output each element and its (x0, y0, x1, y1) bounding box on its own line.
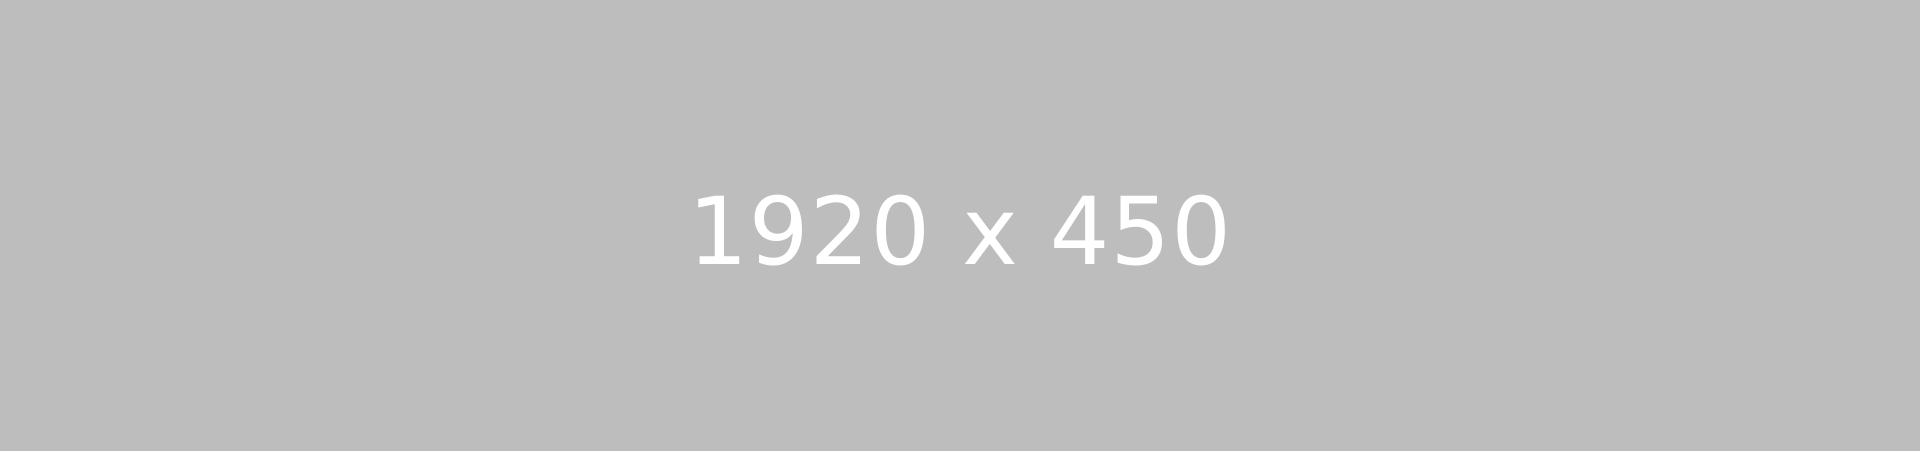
placeholder-dimensions-label: 1920 x 450 (687, 177, 1233, 287)
